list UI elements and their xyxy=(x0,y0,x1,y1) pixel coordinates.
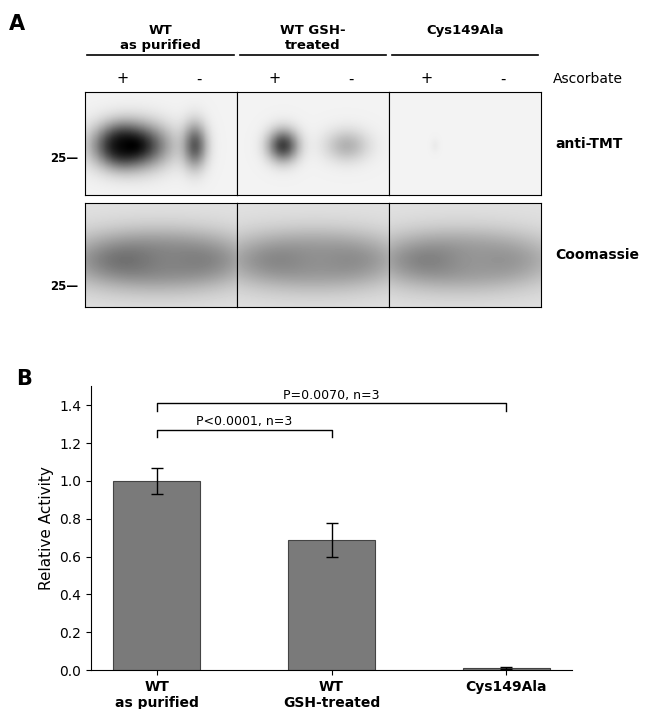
Text: Cys149Ala: Cys149Ala xyxy=(426,24,504,38)
Y-axis label: Relative Activity: Relative Activity xyxy=(39,467,54,590)
Text: +: + xyxy=(268,72,281,86)
Bar xyxy=(113,481,200,670)
Bar xyxy=(288,540,375,670)
Bar xyxy=(463,668,550,670)
Text: 25—: 25— xyxy=(51,152,79,165)
Text: P=0.0070, n=3: P=0.0070, n=3 xyxy=(283,389,380,401)
Text: -: - xyxy=(196,72,202,86)
Text: Coomassie: Coomassie xyxy=(556,248,640,262)
Text: +: + xyxy=(116,72,129,86)
Text: -: - xyxy=(500,72,506,86)
Text: anti-TMT: anti-TMT xyxy=(556,137,623,150)
Text: WT
as purified: WT as purified xyxy=(120,24,201,52)
Text: WT GSH-
treated: WT GSH- treated xyxy=(280,24,345,52)
Text: P<0.0001, n=3: P<0.0001, n=3 xyxy=(196,415,292,428)
Text: -: - xyxy=(348,72,354,86)
Text: B: B xyxy=(16,369,32,389)
Text: 25—: 25— xyxy=(51,279,79,293)
Text: Ascorbate: Ascorbate xyxy=(552,72,623,86)
Text: A: A xyxy=(8,14,25,34)
Text: +: + xyxy=(421,72,433,86)
